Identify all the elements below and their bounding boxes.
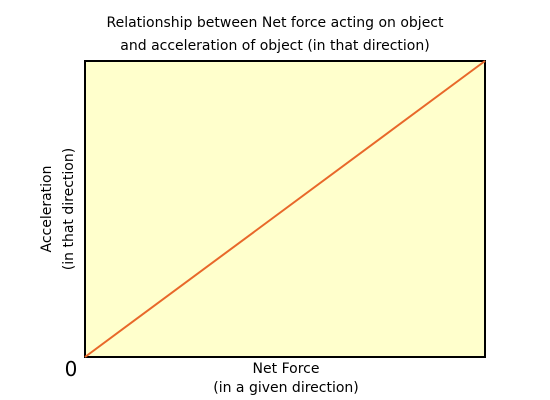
origin-label: 0: [65, 357, 78, 381]
y-axis-label-line-1: Acceleration: [39, 166, 55, 253]
chart-title-line-1: Relationship between Net force acting on…: [106, 15, 444, 31]
x-axis-label-line-1: Net Force: [253, 361, 320, 377]
x-axis-label-line-2: (in a given direction): [213, 380, 359, 396]
y-axis-label-line-2: (in that direction): [61, 148, 77, 270]
series-line: [84, 60, 486, 358]
chart-title-line-2: and acceleration of object (in that dire…: [120, 38, 429, 54]
